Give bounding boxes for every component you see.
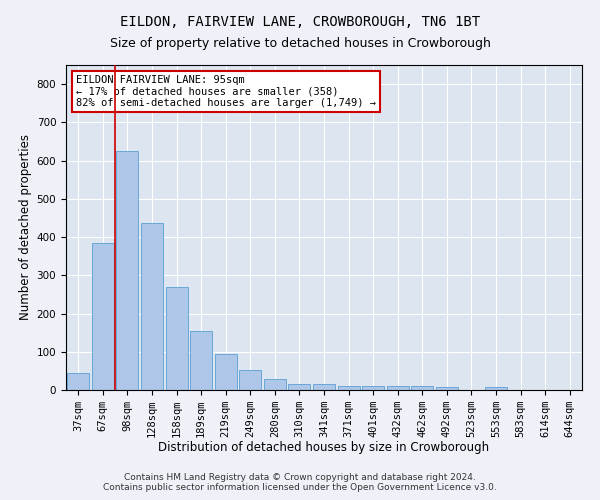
Bar xyxy=(338,386,359,390)
Bar xyxy=(190,330,212,390)
Bar xyxy=(264,380,286,390)
Bar xyxy=(386,386,409,390)
Text: Size of property relative to detached houses in Crowborough: Size of property relative to detached ho… xyxy=(110,38,490,51)
Bar xyxy=(436,388,458,390)
Bar xyxy=(67,373,89,390)
Bar xyxy=(239,370,262,390)
Bar xyxy=(289,384,310,390)
Text: Contains HM Land Registry data © Crown copyright and database right 2024.
Contai: Contains HM Land Registry data © Crown c… xyxy=(103,473,497,492)
Bar xyxy=(215,354,237,390)
Text: EILDON FAIRVIEW LANE: 95sqm
← 17% of detached houses are smaller (358)
82% of se: EILDON FAIRVIEW LANE: 95sqm ← 17% of det… xyxy=(76,74,376,108)
Bar xyxy=(411,386,433,390)
Bar xyxy=(166,287,188,390)
Bar xyxy=(116,151,139,390)
Bar xyxy=(313,384,335,390)
X-axis label: Distribution of detached houses by size in Crowborough: Distribution of detached houses by size … xyxy=(158,442,490,454)
Y-axis label: Number of detached properties: Number of detached properties xyxy=(19,134,32,320)
Bar xyxy=(485,388,507,390)
Bar xyxy=(141,223,163,390)
Text: EILDON, FAIRVIEW LANE, CROWBOROUGH, TN6 1BT: EILDON, FAIRVIEW LANE, CROWBOROUGH, TN6 … xyxy=(120,15,480,29)
Bar xyxy=(362,386,384,390)
Bar xyxy=(92,243,114,390)
